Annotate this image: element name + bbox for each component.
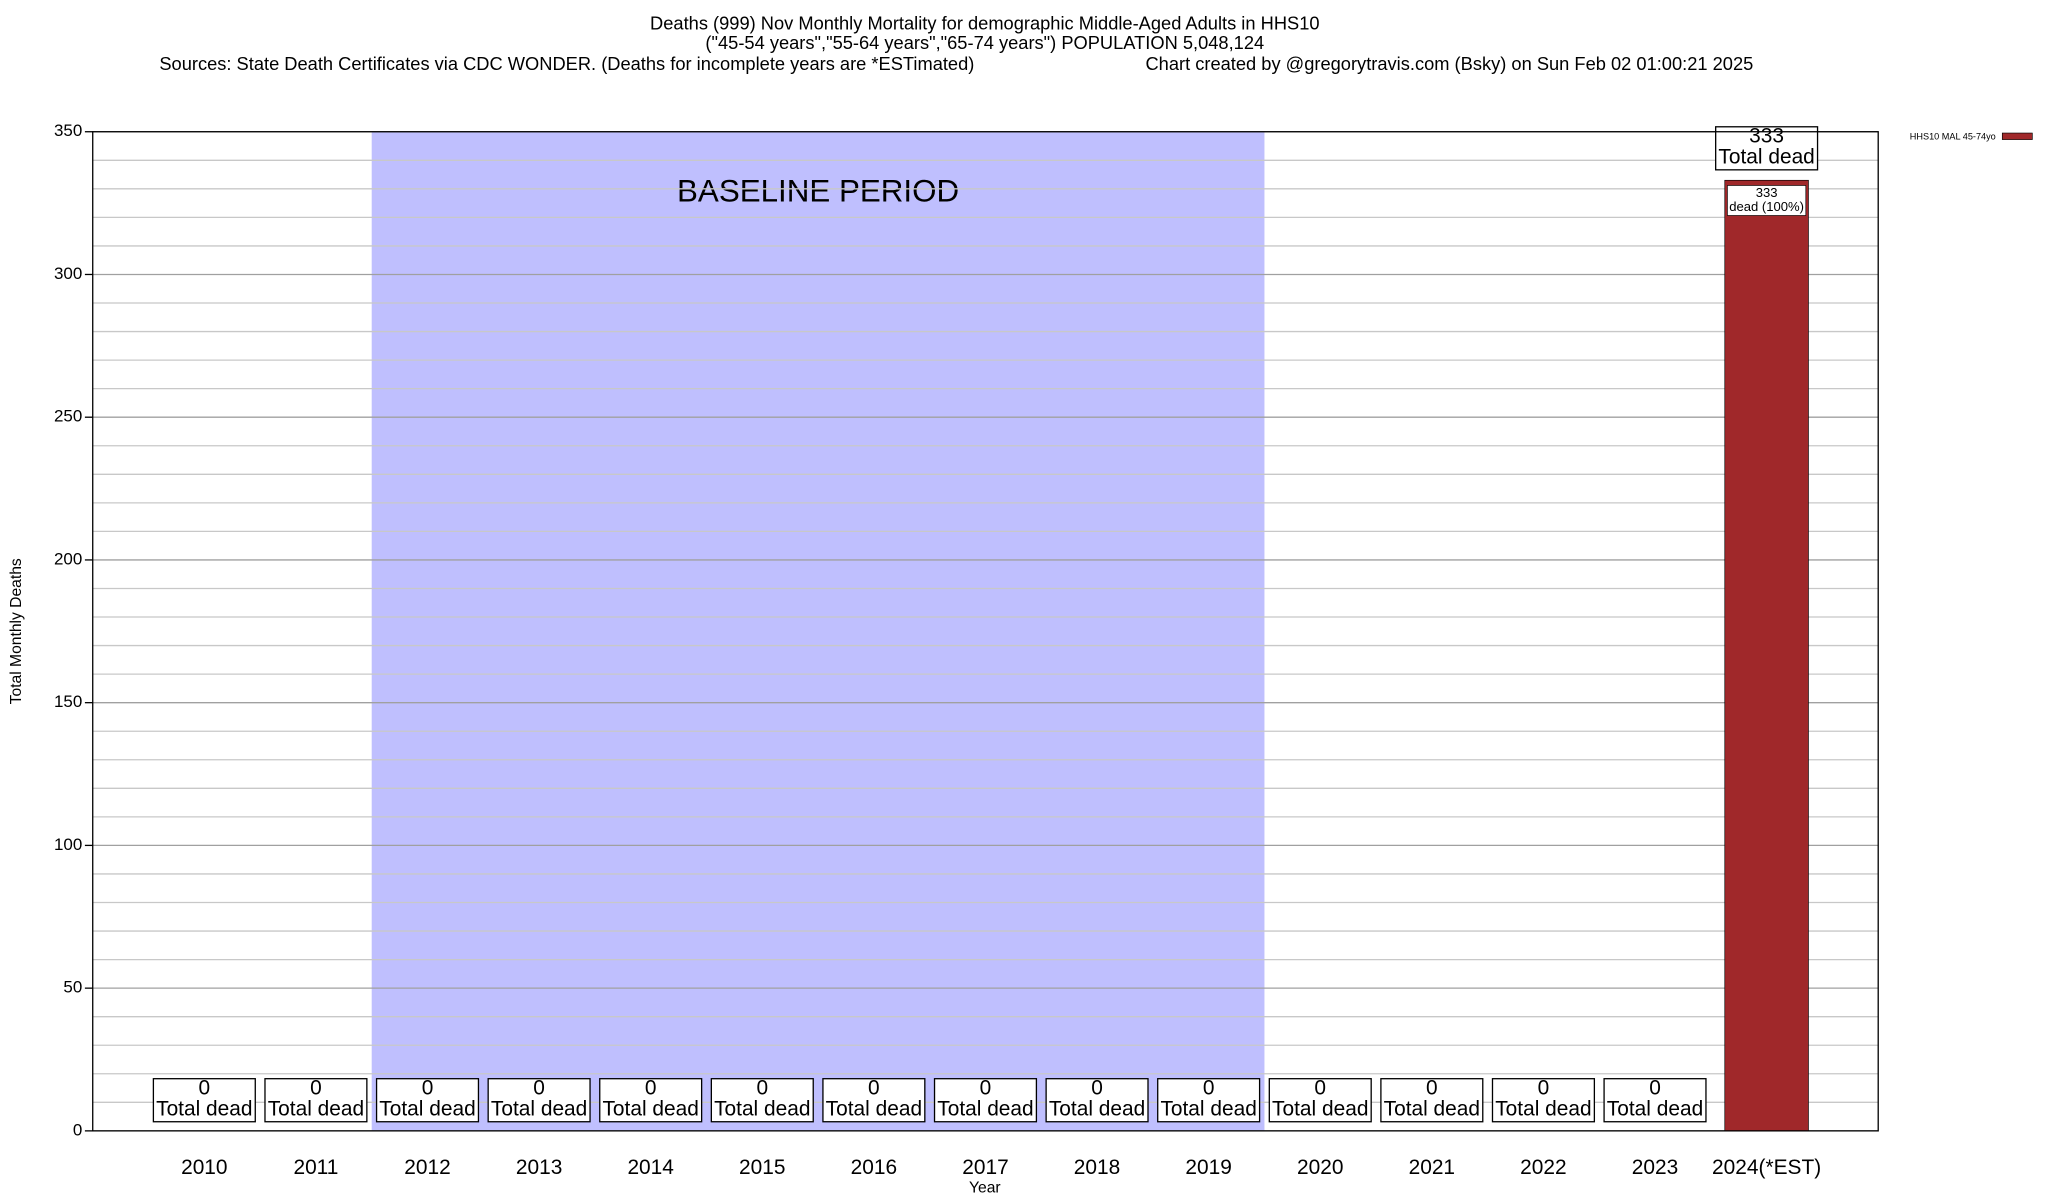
- total-value-label: 0: [310, 1077, 322, 1100]
- total-label-text: Total dead: [156, 1098, 252, 1121]
- total-label-box: [1715, 126, 1819, 171]
- x-tick-label: 2020: [1297, 1156, 1343, 1179]
- total-label-box: [487, 1078, 591, 1123]
- x-tick-label: 2021: [1409, 1156, 1455, 1179]
- total-value-label: 0: [1649, 1077, 1661, 1100]
- total-label-box: [1045, 1078, 1149, 1123]
- total-label-text: Total dead: [826, 1098, 922, 1121]
- y-axis-label: Total Monthly Deaths: [8, 558, 25, 704]
- total-label-text: Total dead: [491, 1098, 587, 1121]
- total-label-box: [1491, 1078, 1596, 1123]
- baseline-label: BASELINE PERIOD: [677, 173, 959, 208]
- total-label-box: [1268, 1078, 1372, 1123]
- total-value-label: 0: [1314, 1077, 1326, 1100]
- total-label-text: Total dead: [1049, 1098, 1145, 1121]
- total-value-label: 333: [1749, 125, 1784, 148]
- total-label-box: [1603, 1078, 1707, 1123]
- plot-frame: [92, 131, 1879, 1132]
- total-value-label: 0: [868, 1077, 880, 1100]
- y-tick-label: 350: [54, 121, 82, 140]
- y-tick-label: 0: [73, 1120, 82, 1139]
- x-tick-label: 2024(*EST): [1712, 1156, 1821, 1179]
- bar: [1724, 179, 1809, 1132]
- y-tick-label: 100: [54, 835, 82, 854]
- total-value-label: 0: [1538, 1077, 1550, 1100]
- total-label-text: Total dead: [1718, 146, 1814, 169]
- y-tick-label: 200: [54, 549, 82, 568]
- total-value-label: 0: [1203, 1077, 1215, 1100]
- total-label-text: Total dead: [602, 1098, 698, 1121]
- total-label-text: Total dead: [268, 1098, 364, 1121]
- total-value-label: 0: [756, 1077, 768, 1100]
- total-label-box: [1380, 1078, 1484, 1123]
- total-label-box: [375, 1078, 480, 1123]
- total-value-label: 0: [422, 1077, 434, 1100]
- total-value-label: 0: [645, 1077, 657, 1100]
- total-value-label: 0: [533, 1077, 545, 1100]
- total-label-text: Total dead: [1272, 1098, 1368, 1121]
- total-label-text: Total dead: [1607, 1098, 1703, 1121]
- segment-label-box: [1727, 185, 1807, 216]
- total-label-text: Total dead: [1384, 1098, 1480, 1121]
- x-tick-label: 2010: [181, 1156, 227, 1179]
- x-tick-label: 2013: [516, 1156, 562, 1179]
- credit-note: Chart created by @gregorytravis.com (Bsk…: [1145, 53, 1753, 74]
- chart-title: Deaths (999) Nov Monthly Mortality for d…: [650, 13, 1320, 34]
- y-tick-label: 300: [54, 264, 82, 283]
- segment-label-text: dead (100%): [1729, 199, 1804, 214]
- x-tick-label: 2012: [404, 1156, 450, 1179]
- total-label-box: [710, 1078, 814, 1123]
- total-value-label: 0: [1426, 1077, 1438, 1100]
- x-tick-label: 2014: [627, 1156, 673, 1179]
- total-value-label: 0: [980, 1077, 992, 1100]
- total-label-box: [264, 1078, 368, 1123]
- baseline-region: [371, 131, 1265, 1131]
- x-tick-label: 2018: [1074, 1156, 1120, 1179]
- legend-swatch: [2001, 132, 2033, 140]
- total-label-text: Total dead: [937, 1098, 1033, 1121]
- x-tick-label: 2022: [1520, 1156, 1566, 1179]
- x-tick-label: 2023: [1632, 1156, 1678, 1179]
- total-label-box: [1157, 1078, 1261, 1123]
- total-label-box: [599, 1078, 703, 1123]
- y-tick-label: 250: [54, 407, 82, 426]
- total-label-text: Total dead: [1160, 1098, 1256, 1121]
- segment-value-label: 333: [1756, 185, 1778, 200]
- x-tick-label: 2016: [851, 1156, 897, 1179]
- total-label-text: Total dead: [714, 1098, 810, 1121]
- total-value-label: 0: [199, 1077, 211, 1100]
- legend-label: HHS10 MAL 45-74yo: [1910, 131, 1996, 141]
- y-tick-label: 50: [63, 978, 82, 997]
- x-tick-label: 2019: [1185, 1156, 1231, 1179]
- y-tick-label: 150: [54, 692, 82, 711]
- total-label-box: [933, 1078, 1038, 1123]
- x-tick-label: 2015: [739, 1156, 785, 1179]
- x-tick-label: 2011: [293, 1156, 338, 1179]
- x-tick-label: 2017: [962, 1156, 1008, 1179]
- source-note: Sources: State Death Certificates via CD…: [159, 53, 974, 74]
- total-label-text: Total dead: [379, 1098, 475, 1121]
- x-axis-label: Year: [969, 1179, 1001, 1196]
- total-value-label: 0: [1091, 1077, 1103, 1100]
- total-label-box: [152, 1078, 256, 1123]
- chart-subtitle: ("45-54 years","55-64 years","65-74 year…: [705, 32, 1264, 53]
- total-label-box: [822, 1078, 926, 1123]
- total-label-text: Total dead: [1495, 1098, 1591, 1121]
